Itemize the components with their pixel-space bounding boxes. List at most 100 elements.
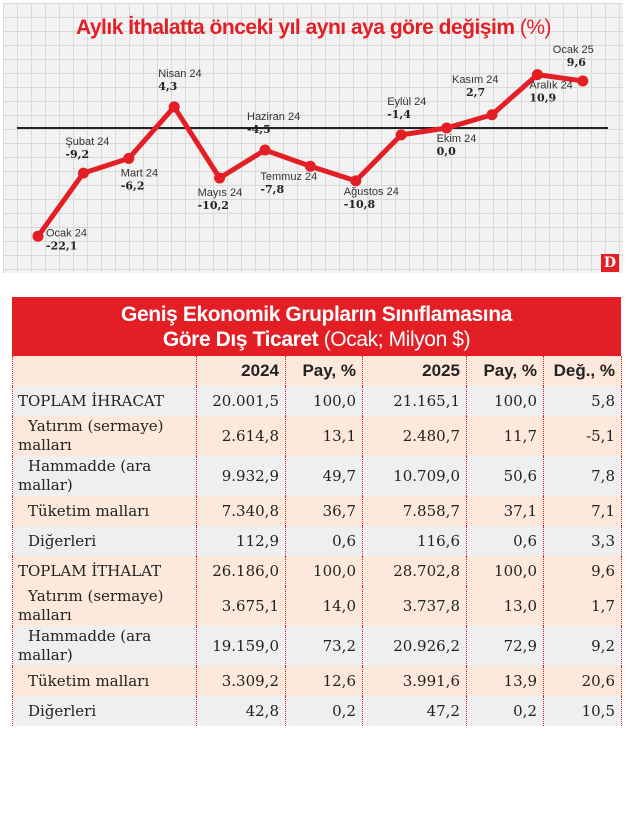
point-value: -4,5 xyxy=(247,123,271,136)
cell-value: 21.165,1 xyxy=(362,386,467,416)
row-label: TOPLAM İHRACAT xyxy=(12,386,197,416)
cell-value: 0,6 xyxy=(466,526,544,556)
table-row: Diğerleri 42,8 0,2 47,2 0,2 10,5 xyxy=(12,696,622,726)
cell-value: 47,2 xyxy=(362,696,467,726)
table-row: Hammadde (ara mallar) 19.159,0 73,2 20.926,… xyxy=(12,626,622,666)
cell-value: 0,2 xyxy=(285,696,363,726)
cell-value: 0,2 xyxy=(466,696,544,726)
cell-value: 20,6 xyxy=(543,666,622,696)
cell-value: 100,0 xyxy=(466,556,544,586)
cell-value: 3.675,1 xyxy=(196,586,286,626)
point-value: -7,8 xyxy=(260,183,284,196)
point-value: -22,1 xyxy=(46,239,77,252)
data-point xyxy=(32,230,44,242)
cell-value: 7,8 xyxy=(543,456,622,496)
row-label: Yatırım (sermaye) malları xyxy=(12,586,197,626)
cell-value: 3.309,2 xyxy=(196,666,286,696)
cell-value: 37,1 xyxy=(466,496,544,526)
cell-value: 12,6 xyxy=(285,666,363,696)
point-label: Aralık 24 xyxy=(529,80,572,92)
cell-value: 2.614,8 xyxy=(196,416,286,456)
column-header: Pay, % xyxy=(466,356,544,386)
table-row: Yatırım (sermaye) malları 3.675,1 14,0 3.73… xyxy=(12,586,622,626)
cell-value: -5,1 xyxy=(543,416,622,456)
point-label: Ocak 25 xyxy=(553,44,594,56)
point-value: -10,2 xyxy=(198,199,229,212)
data-point xyxy=(486,109,498,121)
point-label: Mayıs 24 xyxy=(198,187,243,199)
cell-value: 42,8 xyxy=(196,696,286,726)
table-row: TOPLAM İHRACAT 20.001,5 100,0 21.165,1 100,0… xyxy=(12,386,622,416)
cell-value: 13,9 xyxy=(466,666,544,696)
column-header: 2025 xyxy=(362,356,467,386)
row-label: Hammadde (ara mallar) xyxy=(12,456,197,496)
point-value: 0,0 xyxy=(437,145,456,158)
cell-value: 19.159,0 xyxy=(196,626,286,666)
point-label: Ağustos 24 xyxy=(344,186,399,198)
table-row: Tüketim malları 7.340,8 36,7 7.858,7 37,1 7,1 xyxy=(12,496,622,526)
cell-value: 100,0 xyxy=(285,386,363,416)
cell-value: 20.926,2 xyxy=(362,626,467,666)
cell-value: 3.737,8 xyxy=(362,586,467,626)
cell-value: 10.709,0 xyxy=(362,456,467,496)
cell-value: 2.480,7 xyxy=(362,416,467,456)
cell-value: 28.702,8 xyxy=(362,556,467,586)
data-point xyxy=(304,160,316,172)
row-label: Tüketim malları xyxy=(12,496,197,526)
row-label: Tüketim malları xyxy=(12,666,197,696)
row-label: Diğerleri xyxy=(12,696,197,726)
point-value: 2,7 xyxy=(466,86,485,99)
chart-unit: (%) xyxy=(519,16,552,39)
point-label: Kasım 24 xyxy=(452,74,498,86)
point-label: Nisan 24 xyxy=(158,68,201,80)
point-value: 4,3 xyxy=(158,80,177,93)
point-value: 10,9 xyxy=(529,92,556,105)
point-label: Şubat 24 xyxy=(65,136,109,148)
cell-value: 100,0 xyxy=(285,556,363,586)
point-value: -6,2 xyxy=(121,179,145,192)
cell-value: 13,0 xyxy=(466,586,544,626)
cell-value: 9.932,9 xyxy=(196,456,286,496)
table-row: Tüketim malları 3.309,2 12,6 3.991,6 13,9 20,… xyxy=(12,666,622,696)
chart-panel xyxy=(3,3,623,273)
row-label: Hammadde (ara mallar) xyxy=(12,626,197,666)
chart-title: Aylık İthalatta önceki yıl aynı aya göre… xyxy=(0,16,627,40)
cell-value: 9,6 xyxy=(543,556,622,586)
data-point xyxy=(395,129,407,141)
table-row: Diğerleri 112,9 0,6 116,6 0,6 3,3 xyxy=(12,526,622,556)
cell-value: 5,8 xyxy=(543,386,622,416)
data-point xyxy=(259,144,271,156)
data-point xyxy=(531,69,543,81)
cell-value: 1,7 xyxy=(543,586,622,626)
chart-title-text: Aylık İthalatta önceki yıl aynı aya göre… xyxy=(75,16,515,39)
data-point xyxy=(123,152,135,164)
point-label: Ekim 24 xyxy=(437,133,477,145)
data-point xyxy=(350,175,362,187)
data-point xyxy=(77,167,89,179)
cell-value: 73,2 xyxy=(285,626,363,666)
data-point xyxy=(577,75,589,87)
cell-value: 112,9 xyxy=(196,526,286,556)
cell-value: 14,0 xyxy=(285,586,363,626)
cell-value: 7,1 xyxy=(543,496,622,526)
table-title: Geniş Ekonomik Grupların Sınıflamasına G… xyxy=(12,297,621,356)
data-point xyxy=(441,122,453,134)
point-label: Temmuz 24 xyxy=(260,171,317,183)
column-header: Pay, % xyxy=(285,356,363,386)
row-label: TOPLAM İTHALAT xyxy=(12,556,197,586)
point-label: Haziran 24 xyxy=(247,111,300,123)
data-point xyxy=(214,172,226,184)
table-row: TOPLAM İTHALAT 26.186,0 100,0 28.702,8 100,0… xyxy=(12,556,622,586)
table-row: Hammadde (ara mallar) 9.932,9 49,7 10.709,0… xyxy=(12,456,622,496)
cell-value: 116,6 xyxy=(362,526,467,556)
point-label: Mart 24 xyxy=(121,167,158,179)
column-header: 2024 xyxy=(196,356,286,386)
cell-value: 0,6 xyxy=(285,526,363,556)
data-line xyxy=(35,72,584,238)
point-value: 9,6 xyxy=(567,56,586,69)
cell-value: 3,3 xyxy=(543,526,622,556)
cell-value: 7.858,7 xyxy=(362,496,467,526)
publisher-logo: D xyxy=(601,254,619,272)
data-point xyxy=(168,101,180,113)
table-header-row: 2024 Pay, % 2025 Pay, % Değ., % xyxy=(12,356,622,386)
